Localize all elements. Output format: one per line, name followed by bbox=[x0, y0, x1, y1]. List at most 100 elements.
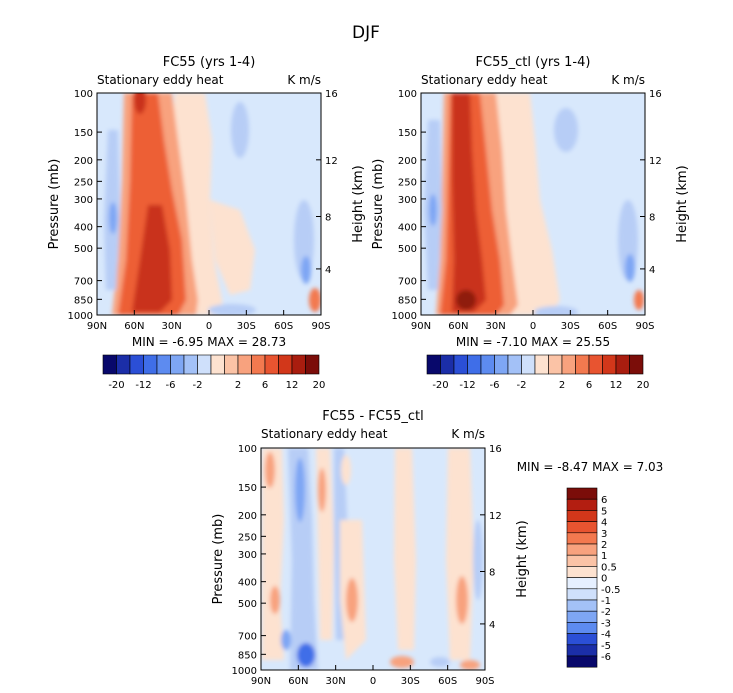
y-tick-label: 400 bbox=[398, 223, 417, 234]
cool-region-bottom bbox=[534, 306, 578, 315]
colorbar-label: -20 bbox=[108, 380, 124, 391]
colorbar-label: -0.5 bbox=[601, 585, 621, 596]
colorbar-swatch bbox=[566, 599, 598, 612]
y-tick-label: 700 bbox=[398, 277, 417, 288]
panel-title: FC55 (yrs 1-4) bbox=[163, 55, 256, 70]
y-tick-label: 400 bbox=[238, 578, 257, 589]
warm-region-pole bbox=[309, 288, 321, 312]
colorbar-swatch bbox=[251, 354, 266, 375]
x-tick-label: 60S bbox=[438, 676, 457, 687]
colorbar-swatch bbox=[116, 354, 131, 375]
warm-band-f bbox=[394, 448, 416, 650]
x-tick-label: 60N bbox=[448, 321, 468, 332]
x-tick-label: 60N bbox=[288, 676, 308, 687]
stats-text: MIN = -8.47 MAX = 7.03 bbox=[517, 460, 664, 474]
colorbar-swatch bbox=[566, 510, 598, 522]
x-tick-label: 0 bbox=[206, 321, 212, 332]
x-tick-label: 30S bbox=[561, 321, 580, 332]
y2-axis-label: Height (km) bbox=[351, 165, 366, 242]
x-tick-label: 90N bbox=[251, 676, 271, 687]
y-tick-label: 200 bbox=[74, 156, 93, 167]
colorbar-swatch bbox=[566, 644, 598, 657]
colorbar-swatch bbox=[561, 354, 576, 375]
colorbar-swatch bbox=[566, 487, 598, 500]
y-tick-label: 300 bbox=[74, 195, 93, 206]
y2-tick-label: 8 bbox=[649, 212, 655, 223]
colorbar-swatch bbox=[566, 532, 598, 545]
colorbar-swatch bbox=[566, 633, 598, 646]
y-tick-label: 400 bbox=[74, 223, 93, 234]
colorbar-swatch bbox=[588, 354, 603, 375]
y2-tick-label: 8 bbox=[489, 567, 495, 578]
stats-text: MIN = -7.10 MAX = 25.55 bbox=[456, 335, 610, 349]
colorbar-label: 0 bbox=[601, 574, 607, 585]
colorbar-label: -1 bbox=[601, 596, 611, 607]
cool-band-b-dark bbox=[297, 643, 315, 667]
y-tick-label: 500 bbox=[398, 244, 417, 255]
warm-core-top bbox=[134, 93, 146, 114]
cool-spot-lower-left bbox=[281, 630, 291, 650]
colorbar-swatch bbox=[566, 521, 598, 534]
warm-band-e-core bbox=[346, 578, 358, 622]
colorbar-swatch bbox=[467, 354, 482, 375]
warm-region-dark bbox=[452, 93, 486, 312]
y2-tick-label: 16 bbox=[325, 89, 338, 100]
colorbar-label: -2 bbox=[517, 380, 527, 391]
contour-field bbox=[262, 448, 483, 670]
panel-title: FC55 - FC55_ctl bbox=[322, 409, 424, 424]
colorbar-swatch bbox=[566, 554, 598, 567]
x-tick-label: 90N bbox=[87, 321, 107, 332]
x-tick-label: 30N bbox=[162, 321, 182, 332]
warm-band-a-core bbox=[265, 452, 275, 488]
colorbar-swatch bbox=[566, 566, 598, 578]
warm-band-g-core bbox=[456, 576, 468, 624]
axis-ticks: 90N 60N 30N 0 30S 60S 90S 100 150 200 250 300 400 500… bbox=[68, 89, 338, 332]
y-tick-label: 300 bbox=[238, 550, 257, 561]
contour-field bbox=[104, 93, 321, 315]
colorbar-label: -20 bbox=[432, 380, 448, 391]
x-tick-label: 30S bbox=[401, 676, 420, 687]
y-axis-label: Pressure (mb) bbox=[47, 159, 62, 250]
colorbar-label: 12 bbox=[610, 380, 623, 391]
colorbar-swatch bbox=[575, 354, 590, 375]
colorbar-label: -5 bbox=[601, 641, 611, 652]
y-tick-label: 700 bbox=[238, 632, 257, 643]
panel-difference: FC55 - FC55_ctl Stationary eddy heat K m… bbox=[211, 409, 663, 687]
colorbar-label: -4 bbox=[601, 630, 611, 641]
colorbar-label: 20 bbox=[313, 380, 326, 391]
y-tick-label: 850 bbox=[74, 295, 93, 306]
y-tick-label: 250 bbox=[238, 532, 257, 543]
y-tick-label: 500 bbox=[238, 599, 257, 610]
x-tick-label: 0 bbox=[530, 321, 536, 332]
y-tick-label: 100 bbox=[74, 89, 93, 100]
colorbar-label: 20 bbox=[637, 380, 650, 391]
warm-spot-bottom bbox=[390, 656, 414, 668]
colorbar-label: 1 bbox=[601, 551, 607, 562]
colorbar-swatch bbox=[156, 354, 171, 375]
colorbar-swatch bbox=[566, 655, 598, 668]
y2-tick-label: 16 bbox=[649, 89, 662, 100]
colorbar-label: -12 bbox=[135, 380, 151, 391]
colorbar-swatch bbox=[426, 354, 441, 375]
colorbar-label: 12 bbox=[286, 380, 299, 391]
y-tick-label: 150 bbox=[74, 128, 93, 139]
y-tick-label: 1000 bbox=[68, 311, 93, 322]
y-tick-label: 700 bbox=[74, 277, 93, 288]
y-tick-label: 500 bbox=[74, 244, 93, 255]
colorbar-label: 0.5 bbox=[601, 562, 617, 573]
warm-spot-pole bbox=[460, 660, 480, 670]
axis-ticks: 90N 60N 30N 0 30S 60S 90S 100 150 200 250 300 400 500… bbox=[232, 444, 502, 687]
x-tick-label: 30N bbox=[326, 676, 346, 687]
colorbar-swatch bbox=[305, 354, 320, 375]
y-tick-label: 850 bbox=[238, 650, 257, 661]
y-axis-label: Pressure (mb) bbox=[211, 514, 226, 605]
colorbar-swatch bbox=[129, 354, 144, 375]
right-label: K m/s bbox=[611, 73, 645, 87]
x-tick-label: 30N bbox=[486, 321, 506, 332]
colorbar-label: 6 bbox=[586, 380, 592, 391]
cool-core-south bbox=[625, 254, 635, 282]
colorbar-swatch bbox=[548, 354, 563, 375]
colorbar-swatch bbox=[521, 354, 536, 375]
x-tick-label: 60N bbox=[124, 321, 144, 332]
